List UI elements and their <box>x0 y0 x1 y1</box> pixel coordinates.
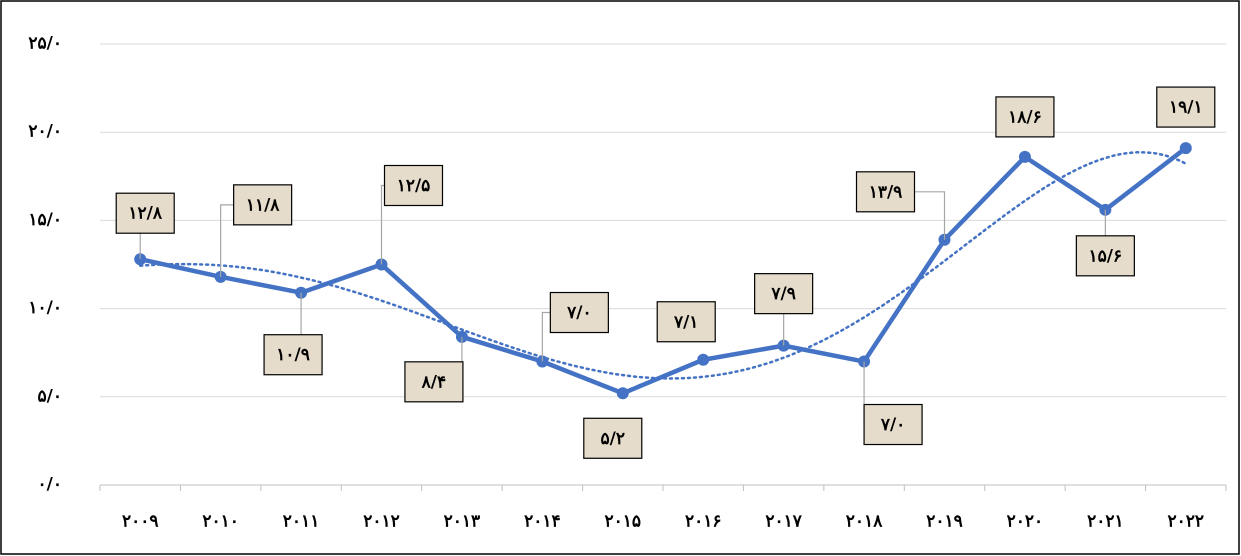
y-tick-label: ۲۰/۰ <box>28 122 62 142</box>
leader-line <box>220 204 234 277</box>
data-label: ۱۱/۸ <box>246 195 280 215</box>
y-tick-label: ۲۵/۰ <box>28 34 62 54</box>
leader-line <box>541 311 551 362</box>
label-box <box>583 417 643 459</box>
x-tick-label: ۲۰۱۵ <box>605 512 642 532</box>
data-label: ۱۲/۵ <box>397 176 431 196</box>
leader-line <box>914 191 946 240</box>
data-label: ۷/۱ <box>673 312 698 332</box>
y-tick-label: ۰/۰ <box>38 475 62 495</box>
label-box <box>404 361 464 403</box>
data-point <box>616 387 629 400</box>
label-box <box>549 291 609 334</box>
x-tick-label: ۲۰۱۸ <box>846 512 883 532</box>
data-label: ۷/۹ <box>770 284 795 304</box>
x-tick-label: ۲۰۱۲ <box>363 512 400 532</box>
y-tick-label: ۱۰/۰ <box>28 298 62 318</box>
x-tick-label: ۲۰۱۷ <box>765 512 802 532</box>
label-box <box>863 403 923 446</box>
data-label: ۱۵/۶ <box>1089 246 1123 266</box>
x-tick-label: ۲۰۲۱ <box>1087 512 1124 532</box>
x-tick-label: ۲۰۰۹ <box>122 512 159 532</box>
x-tick-label: ۲۰۱۱ <box>283 512 320 532</box>
y-tick-label: ۱۵/۰ <box>28 210 62 230</box>
data-label: ۱۸/۶ <box>1008 107 1042 127</box>
x-tick-label: ۲۰۱۴ <box>524 512 561 532</box>
data-label: ۷/۰ <box>880 415 905 435</box>
label-box <box>115 192 175 234</box>
data-label: ۱۰/۹ <box>276 345 310 365</box>
label-box <box>263 334 323 376</box>
label-box <box>754 273 814 315</box>
label-box <box>1156 86 1216 128</box>
series-line <box>139 146 1188 396</box>
data-point <box>1018 150 1031 163</box>
x-tick-label: ۲۰۱۳ <box>444 512 481 532</box>
x-tick-label: ۲۰۱۶ <box>685 512 722 532</box>
label-box <box>1075 235 1135 277</box>
leader-line <box>380 184 385 265</box>
label-box <box>383 164 444 207</box>
label-box <box>855 171 916 213</box>
x-tick-label: ۲۰۲۲ <box>1168 512 1205 532</box>
data-label: ۱۲/۸ <box>128 204 162 224</box>
data-label: ۵/۲ <box>601 429 625 449</box>
label-box <box>656 301 716 343</box>
data-label: ۱۳/۹ <box>869 182 903 202</box>
label-box <box>995 96 1055 138</box>
x-tick-label: ۲۰۱۰ <box>202 512 239 532</box>
y-tick-label: ۵/۰ <box>38 386 62 406</box>
label-box <box>233 184 293 226</box>
x-tick-label: ۲۰۱۹ <box>926 512 963 532</box>
data-point <box>697 353 710 366</box>
data-point <box>1179 142 1192 155</box>
data-label: ۸/۴ <box>421 372 446 392</box>
data-label: ۱۹/۱ <box>1169 98 1203 118</box>
x-tick-label: ۲۰۲۰ <box>1007 512 1044 532</box>
data-label: ۷/۰ <box>566 303 591 323</box>
